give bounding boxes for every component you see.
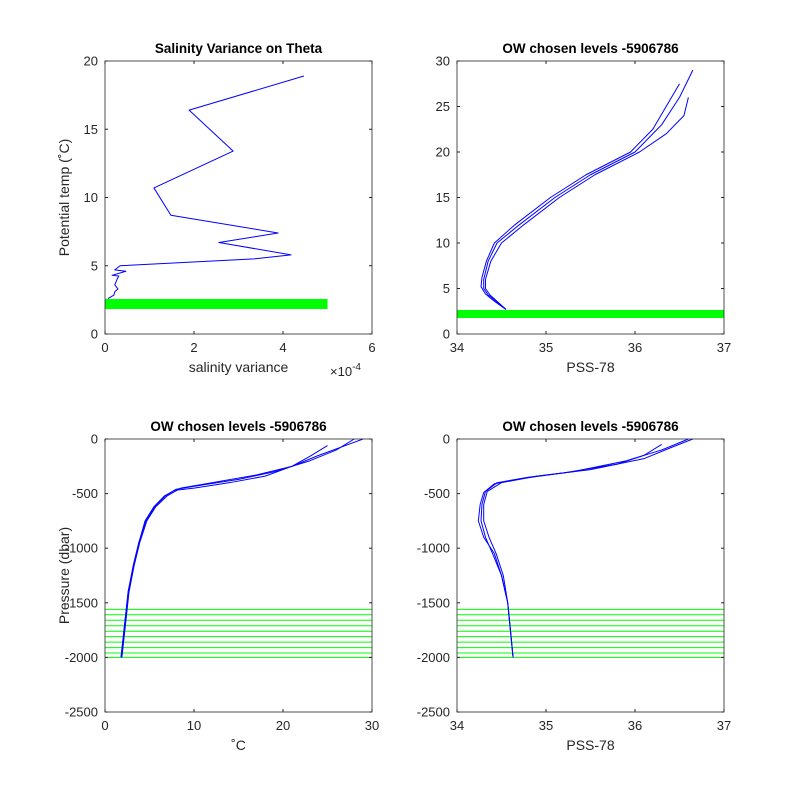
data-line	[477, 444, 662, 658]
x-tick-label: 20	[276, 718, 290, 733]
axes-box	[456, 438, 725, 713]
x-tick-label: 36	[628, 340, 642, 355]
x-tick-label: 30	[365, 718, 379, 733]
x-tick-label: 36	[628, 718, 642, 733]
subplot: 34 35 36 37 0 5 10 15 20 25 30 OW chosen levels -59…	[436, 41, 732, 375]
y-tick-label: 0	[91, 432, 98, 447]
y-tick-label: -2500	[417, 705, 450, 720]
y-tick-label: 15	[84, 122, 98, 137]
y-tick-label: 20	[84, 54, 98, 69]
x-tick-label: 34	[450, 718, 464, 733]
x-exponent: ×10-4	[330, 362, 361, 379]
subplot-title: OW chosen levels -5906786	[150, 419, 327, 434]
data-line	[107, 75, 305, 299]
subplot-title: Salinity Variance on Theta	[155, 41, 323, 56]
x-tick-label: 37	[717, 340, 731, 355]
x-axis-label: PSS-78	[566, 737, 614, 753]
plot-area	[105, 61, 372, 334]
x-tick-label: 34	[450, 340, 464, 355]
axes-box	[456, 60, 725, 335]
y-tick-label: -500	[424, 486, 450, 501]
y-tick-label: -2500	[65, 705, 98, 720]
data-line	[480, 83, 680, 310]
x-tick-label: 10	[187, 718, 201, 733]
plot-area	[105, 439, 372, 712]
data-line	[121, 438, 364, 658]
y-tick-label: 25	[436, 99, 450, 114]
subplot-title: OW chosen levels -5906786	[502, 41, 679, 56]
y-axis-label: Potential temp (˚C)	[56, 139, 72, 256]
data-line	[484, 97, 689, 310]
subplot-title: OW chosen levels -5906786	[502, 419, 679, 434]
y-tick-label: -500	[72, 486, 98, 501]
y-tick-label: -1500	[65, 595, 98, 610]
x-axis-label: ˚C	[231, 737, 246, 753]
x-axis-label: PSS-78	[566, 359, 614, 375]
x-axis-label: salinity variance	[189, 359, 289, 375]
x-exponent-power: -4	[352, 362, 361, 373]
y-axis-label: Pressure (dbar)	[56, 527, 72, 624]
y-tick-label: -1500	[417, 595, 450, 610]
data-line	[483, 69, 694, 310]
x-tick-label: 2	[190, 340, 197, 355]
x-tick-label: 6	[368, 340, 375, 355]
x-exponent-base: ×10	[330, 364, 352, 379]
x-tick-label: 4	[279, 340, 286, 355]
data-line	[120, 445, 328, 658]
y-tick-label: 30	[436, 54, 450, 69]
plot-area	[457, 439, 724, 712]
x-tick-label: 35	[539, 340, 553, 355]
y-tick-label: 10	[84, 190, 98, 205]
y-tick-label: -2000	[65, 650, 98, 665]
y-tick-label: 10	[436, 236, 450, 251]
x-tick-label: 0	[101, 718, 108, 733]
x-tick-label: 35	[539, 718, 553, 733]
axes-box	[104, 60, 373, 335]
x-tick-label: 37	[717, 718, 731, 733]
plot-area	[457, 61, 724, 334]
y-tick-label: -2000	[417, 650, 450, 665]
y-tick-label: -1000	[417, 541, 450, 556]
subplot: 0 10 20 30 -2500 -2000 -1500 -1000 -500 0 OW chose…	[56, 419, 379, 753]
y-tick-label: 5	[443, 281, 450, 296]
axes-box	[104, 438, 373, 713]
y-tick-label: 20	[436, 145, 450, 160]
y-tick-label: 0	[443, 432, 450, 447]
y-tick-label: 0	[91, 327, 98, 342]
subplot: 34 35 36 37 -2500 -2000 -1500 -1000 -500 0 OW chos…	[417, 419, 731, 753]
subplot: 0 2 4 6 0 5 10 15 20 Salinity Variance on Theta sa…	[56, 41, 376, 379]
y-tick-label: -1000	[65, 541, 98, 556]
y-tick-label: 15	[436, 190, 450, 205]
y-tick-label: 0	[443, 327, 450, 342]
data-line	[483, 438, 694, 658]
x-tick-label: 0	[101, 340, 108, 355]
y-tick-label: 5	[91, 258, 98, 273]
